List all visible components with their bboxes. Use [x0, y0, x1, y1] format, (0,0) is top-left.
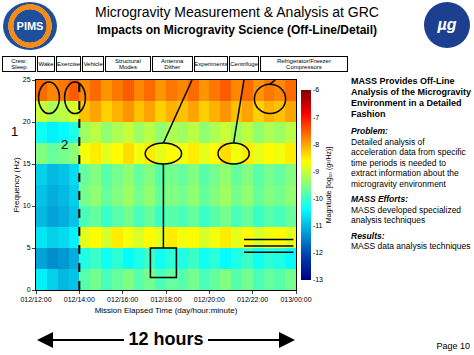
svg-text:15: 15 [23, 160, 31, 167]
html-text:Wake: Wake [38, 60, 54, 67]
svg-text:1: 1 [11, 124, 18, 139]
svg-text:-7: -7 [313, 114, 319, 121]
svg-text:012/22:00: 012/22:00 [237, 296, 268, 303]
html-text:Structural Modes: Structural Modes [115, 57, 141, 70]
html-text:MASS developed specialized ana: MASS developed specialized analysis tech… [351, 204, 462, 225]
html-text:Detailed analysis of accelerat: Detailed analysis of acceleration data f… [351, 136, 466, 189]
svg-text:5: 5 [27, 244, 31, 251]
svg-text:Magnitude [log₁₀ (g²/Hz)]: Magnitude [log₁₀ (g²/Hz)] [325, 147, 333, 224]
svg-text:0: 0 [27, 286, 31, 293]
svg-text:012/18:00: 012/18:00 [150, 296, 181, 303]
svg-text:-10: -10 [313, 195, 323, 202]
svg-text:20: 20 [23, 118, 31, 125]
svg-text:-11: -11 [313, 222, 323, 229]
svg-text:Mission Elapsed Time (day/hour: Mission Elapsed Time (day/hour:minute) [95, 306, 238, 315]
svg-text:Frequency (Hz): Frequency (Hz) [12, 157, 21, 212]
html-text:Experiments Centrifuge: Experiments Centrifuge [194, 60, 258, 67]
svg-text:-6: -6 [313, 86, 319, 93]
html-text:Antenna Dither: Antenna Dither [161, 57, 184, 70]
html-text:Exercise Vehicle: Exercise Vehicle [57, 60, 103, 67]
html-text:Crew: Sleep: Crew: Sleep [11, 57, 27, 70]
svg-text:25: 25 [23, 76, 31, 83]
html-text:MASS data analysis techniques: MASS data analysis techniques [351, 241, 471, 251]
svg-text:10: 10 [23, 202, 31, 209]
html-text:Impacts on Microgravity Scienc: Impacts on Microgravity Science (Off-Lin… [97, 23, 377, 37]
html-text:MASS Efforts:: MASS Efforts: [351, 194, 408, 204]
html-text:Page 10: Page 10 [436, 341, 470, 351]
html-text:12 hours: 12 hours [128, 329, 204, 349]
html-text:Microgravity Measurement & Ana: Microgravity Measurement & Analysis at G… [95, 4, 379, 20]
html-text:Problem:: Problem: [351, 126, 388, 136]
svg-text:2: 2 [61, 137, 68, 152]
svg-text:012/16:00: 012/16:00 [107, 296, 138, 303]
svg-text:-8: -8 [313, 141, 319, 148]
html-text:PIMS: PIMS [16, 20, 44, 32]
svg-text:013/00:00: 013/00:00 [280, 296, 311, 303]
svg-text:-13: -13 [313, 276, 323, 283]
html-text:Results:: Results: [351, 230, 385, 241]
html-text:µg: µg [437, 16, 457, 33]
svg-text:012/12:00: 012/12:00 [20, 296, 51, 303]
svg-text:-12: -12 [313, 249, 323, 256]
html-text:Refrigerator/Freezer Compresso: Refrigerator/Freezer Compressors [276, 57, 331, 70]
svg-text:012/14:00: 012/14:00 [64, 296, 95, 303]
svg-text:012/20:00: 012/20:00 [194, 296, 225, 303]
html-text:MASS Provides Off-Line Analysi: MASS Provides Off-Line Analysis of the M… [351, 76, 471, 119]
svg-text:-9: -9 [313, 168, 319, 175]
